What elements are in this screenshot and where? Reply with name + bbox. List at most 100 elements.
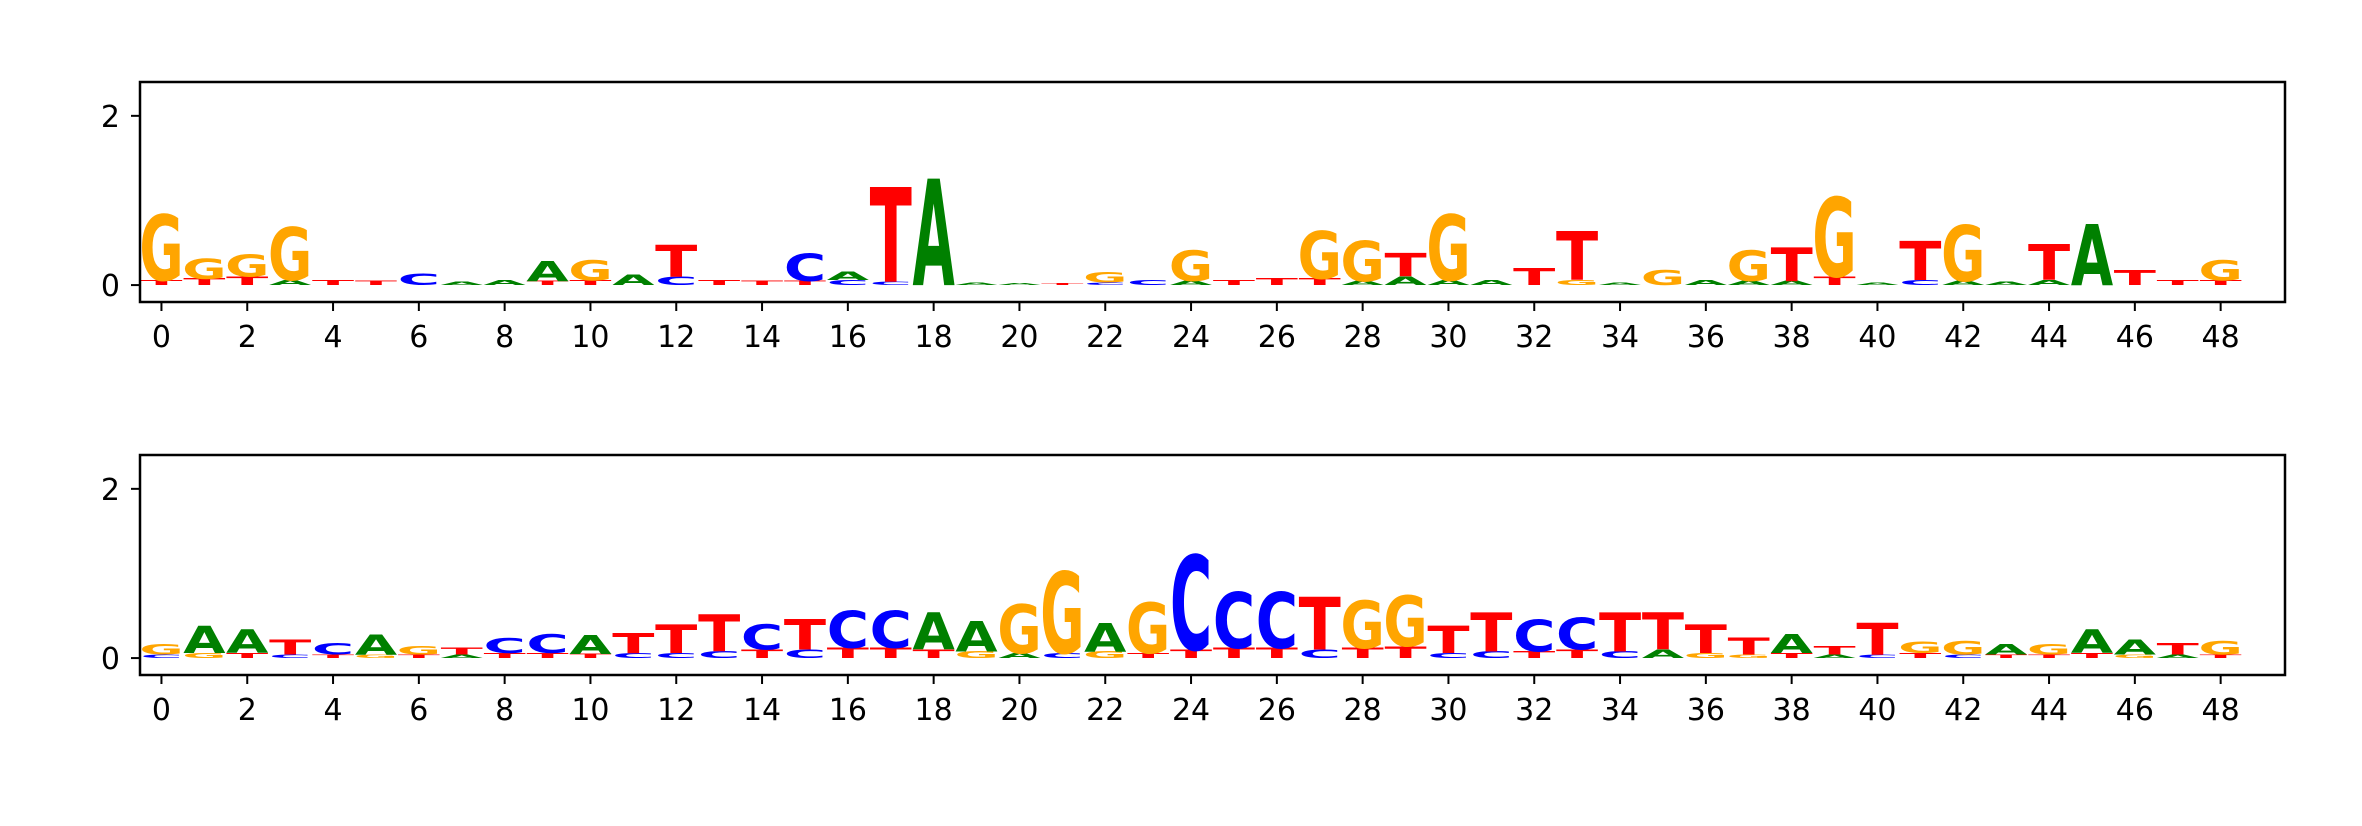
logo-letter-g: G [1083, 270, 1127, 286]
logo-letter-t: T [2028, 235, 2070, 292]
logo-letter-g: G [139, 196, 183, 302]
logo-letter-t: T [2028, 654, 2070, 659]
logo-letter-g: G [1555, 279, 1599, 287]
logo-letter-a: A [2071, 208, 2114, 305]
x-tick-label: 34 [1601, 320, 1639, 355]
x-tick-label: 30 [1429, 693, 1467, 728]
logo-letter-a: A [955, 282, 997, 286]
logo-letter-t: T [183, 277, 225, 288]
logo-letter-t: T [441, 646, 483, 657]
logo-letter-t: T [1427, 620, 1469, 663]
logo-letter-c: C [1899, 279, 1941, 287]
logo-letter-a: A [998, 283, 1040, 286]
x-tick-label: 32 [1515, 693, 1553, 728]
x-tick-label: 38 [1773, 693, 1811, 728]
logo-letter-t: T [2071, 652, 2113, 660]
logo-letter-a: A [355, 630, 398, 662]
logo-letter-c: C [1599, 650, 1641, 661]
logo-letter-c: C [655, 652, 697, 660]
x-tick-label: 8 [495, 693, 514, 728]
x-tick-label: 36 [1687, 320, 1725, 355]
logo-letter-c: C [1427, 652, 1469, 660]
logo-letter-a: A [1813, 654, 1855, 659]
logo-letter-t: T [2157, 279, 2199, 287]
x-tick-label: 34 [1601, 693, 1639, 728]
logo-letter-a: A [955, 614, 998, 662]
logo-letter-t: T [1642, 603, 1685, 662]
logo-letter-c: C [1299, 647, 1341, 661]
logo-letter-g: G [1040, 550, 1084, 680]
x-axis: 0 2 4 6 8 10 12 14 16 18 20 22 24 26 28 30 32 34 36 38 40 42 4… [152, 675, 2240, 728]
logo-letter-g: G [397, 644, 441, 657]
logo-letter-a: A [1856, 282, 1898, 286]
logo-letter-c: C [1127, 279, 1169, 287]
logo-letter-t: T [655, 236, 698, 288]
x-tick-label: 48 [2202, 320, 2240, 355]
x-tick-label: 4 [324, 693, 343, 728]
logo-letter-c: C [1041, 652, 1083, 660]
logo-letter-t: T [226, 275, 269, 288]
x-tick-label: 6 [409, 693, 428, 728]
logo-letter-a: A [1170, 280, 1212, 287]
logo-letter-t: T [741, 280, 783, 287]
x-tick-label: 46 [2116, 320, 2154, 355]
logo-letter-g: G [1812, 176, 1856, 303]
logo-letter-t: T [1813, 275, 1856, 288]
logo-letter-t: T [1127, 652, 1169, 660]
logo-letter-t: T [484, 652, 526, 660]
x-tick-label: 14 [743, 693, 781, 728]
logo-letter-t: T [398, 654, 440, 659]
logo-letter-a: A [1985, 642, 2027, 658]
logo-letter-c: C [1556, 609, 1598, 661]
logo-letter-a: A [484, 279, 526, 287]
logo-letter-g: G [354, 654, 398, 659]
x-tick-label: 2 [238, 320, 257, 355]
logo-letter-t: T [1041, 283, 1083, 286]
x-tick-label: 36 [1687, 693, 1725, 728]
logo-letter-c: C [1213, 577, 1255, 666]
logo-letter-c: C [1856, 654, 1898, 659]
logo-letter-t: T [1556, 648, 1599, 661]
logo-letter-a: A [913, 151, 955, 321]
logo-letter-t: T [784, 612, 826, 660]
logo-letter-g: G [182, 253, 226, 285]
axes-frame [138, 80, 2287, 304]
logo-letter-c: C [1170, 529, 1212, 680]
logo-letter-t: T [312, 654, 354, 659]
logo-letter-t: T [1813, 644, 1856, 657]
logo-letter-t: T [1299, 583, 1341, 667]
logo-letter-t: T [1599, 601, 1642, 664]
logo-letter-g: G [1083, 650, 1127, 661]
logo-letter-a: A [526, 256, 569, 288]
logo-letter-a: A [269, 279, 311, 287]
logo-letter-t: T [1513, 264, 1555, 291]
x-tick-label: 44 [2030, 693, 2068, 728]
logo-letter-g: G [1641, 266, 1685, 291]
logo-letter-c: C [784, 647, 826, 661]
logo-letter-g: G [1898, 638, 1942, 657]
logo-letter-t: T [1556, 219, 1598, 297]
x-tick-label: 42 [1944, 320, 1982, 355]
x-tick-label: 42 [1944, 693, 1982, 728]
logo-letter-t: T [1299, 277, 1341, 288]
x-tick-label: 44 [2030, 320, 2068, 355]
logo-letter-g: G [1727, 243, 1771, 291]
logo-letter-g: G [225, 249, 269, 284]
logo-letter-g: G [1941, 638, 1985, 660]
logo-letter-a: A [827, 269, 870, 283]
logo-letter-a: A [1642, 648, 1685, 662]
x-tick-label: 32 [1515, 320, 1553, 355]
logo-letter-t: T [2114, 266, 2157, 290]
x-tick-label: 30 [1429, 320, 1467, 355]
logo-letter-g: G [997, 591, 1041, 669]
logo-letter-c: C [827, 601, 869, 660]
logo-letter-a: A [2157, 654, 2199, 659]
logo-letter-a: A [183, 620, 225, 663]
logo-letter-t: T [1856, 614, 1899, 666]
logo-letter-t: T [1384, 643, 1426, 662]
x-tick-label: 40 [1858, 320, 1896, 355]
logo-letter-c: C [312, 640, 354, 659]
axes-frame [138, 453, 2287, 677]
